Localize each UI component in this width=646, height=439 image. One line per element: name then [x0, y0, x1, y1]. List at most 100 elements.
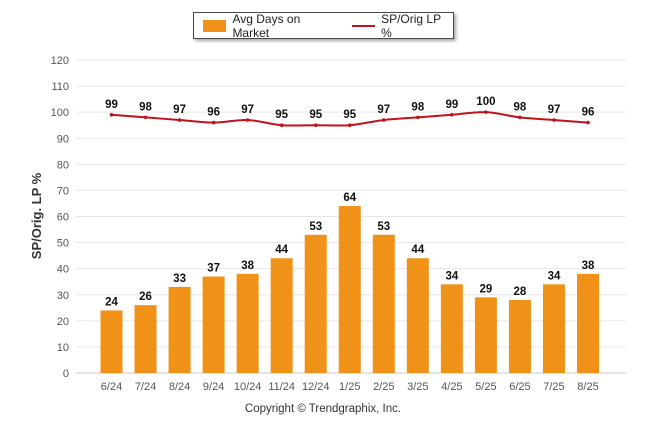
- bar: [474, 297, 497, 373]
- line-series: [109, 110, 590, 128]
- y-tick-label: 60: [57, 212, 69, 224]
- bar-value-label: 44: [411, 244, 424, 256]
- legend-item-bar[interactable]: Avg Days on Market: [194, 12, 338, 40]
- x-tick-label: 1/25: [339, 381, 360, 393]
- x-tick-label: 8/24: [169, 381, 190, 393]
- line-value-label: 98: [514, 101, 527, 113]
- legend-item-line[interactable]: SP/Orig LP %: [338, 12, 453, 40]
- x-tick-label: 8/25: [577, 381, 598, 393]
- line-point: [450, 112, 454, 117]
- bar: [508, 299, 531, 373]
- bar-value-label: 34: [445, 270, 458, 282]
- line-value-label: 98: [139, 101, 152, 113]
- line-point: [484, 110, 488, 114]
- line-value-labels: 99 98 97 96 97 95 95 95 97 98 99 100 98 97 96: [105, 96, 594, 121]
- x-tick-label: 7/24: [135, 381, 156, 393]
- bar-value-label: 28: [514, 286, 527, 298]
- y-tick-label: 50: [57, 238, 69, 250]
- y-tick-label: 110: [51, 81, 69, 93]
- bar-value-label: 44: [275, 244, 288, 256]
- y-tick-label: 0: [63, 368, 69, 380]
- legend-label-line: SP/Orig LP %: [381, 11, 441, 40]
- line-point: [211, 120, 216, 125]
- line-value-label: 96: [207, 107, 220, 119]
- x-tick-label: 10/24: [234, 381, 262, 393]
- y-tick-label: 80: [57, 159, 69, 171]
- line-point: [245, 118, 250, 122]
- bar-value-label: 29: [479, 283, 492, 295]
- x-tick-label: 5/25: [475, 381, 496, 393]
- bar-value-label: 64: [343, 192, 356, 204]
- y-tick-label: 120: [51, 55, 69, 67]
- line-value-label: 95: [275, 109, 288, 121]
- x-tick-labels: 6/24 7/24 8/24 9/24 10/24 11/24 12/24 1/25 2/25 3…: [101, 381, 599, 393]
- line-value-label: 97: [377, 104, 390, 116]
- y-tick-label: 40: [57, 264, 69, 276]
- y-tick-label: 90: [57, 133, 69, 145]
- line-point: [279, 123, 284, 128]
- line-point: [381, 118, 386, 122]
- line-point: [109, 112, 114, 117]
- bar: [202, 276, 225, 373]
- line-value-label: 99: [105, 99, 118, 111]
- bar: [270, 258, 293, 373]
- bar-value-label: 24: [105, 296, 118, 308]
- line-value-label: 97: [173, 104, 186, 116]
- line-point: [552, 118, 556, 122]
- bar: [134, 305, 157, 373]
- bar-value-label: 53: [377, 221, 390, 233]
- x-tick-label: 9/24: [203, 381, 224, 393]
- x-tick-label: 3/25: [407, 381, 428, 393]
- bar: [100, 310, 123, 373]
- copyright-text: Copyright © Trendgraphix, Inc.: [244, 403, 402, 415]
- x-tick-label: 2/25: [373, 381, 394, 393]
- bar: [372, 234, 395, 373]
- line-value-label: 95: [309, 109, 322, 121]
- bar-value-label: 37: [207, 262, 220, 274]
- bar-value-label: 38: [241, 260, 254, 272]
- bar-value-label: 38: [582, 260, 595, 272]
- x-tick-label: 4/25: [441, 381, 462, 393]
- bar-value-labels: 24 26 33 37 38 44 53 64 53 44 34 29 28 34 38: [105, 192, 595, 308]
- bar: [236, 273, 259, 373]
- line-value-label: 98: [411, 101, 424, 113]
- line-point: [313, 123, 318, 128]
- bar-value-label: 26: [139, 291, 152, 303]
- x-tick-label: 12/24: [302, 381, 330, 393]
- bar-value-label: 33: [173, 273, 186, 285]
- x-tick-label: 6/24: [101, 381, 122, 393]
- line-value-label: 95: [343, 109, 356, 121]
- line-value-label: 99: [445, 99, 458, 111]
- line-value-label: 100: [476, 96, 495, 108]
- bar-value-label: 53: [309, 221, 322, 233]
- legend-swatch-line: [351, 24, 376, 27]
- y-tick-label: 10: [57, 342, 69, 354]
- bar: [338, 206, 361, 373]
- bars: [100, 206, 599, 373]
- y-tick-label: 70: [57, 185, 69, 197]
- x-tick-label: 6/25: [509, 381, 530, 393]
- legend: Avg Days on Market SP/Orig LP %: [193, 12, 454, 40]
- line-point: [416, 115, 420, 120]
- y-tick-label: 100: [51, 107, 69, 119]
- x-tick-label: 11/24: [268, 381, 295, 393]
- bar: [304, 234, 327, 373]
- y-axis-label: SP/Orig. LP %: [29, 172, 44, 259]
- y-tick-label: 30: [57, 290, 69, 302]
- y-tick-labels: 0 10 20 30 40 50 60 70 80 90 100 110 120: [51, 55, 69, 380]
- bar: [577, 273, 599, 373]
- bar: [168, 286, 191, 373]
- line-point: [347, 123, 352, 128]
- x-tick-label: 7/25: [543, 381, 564, 393]
- line-value-label: 96: [582, 107, 595, 119]
- bar: [542, 284, 565, 373]
- y-tick-label: 20: [57, 316, 69, 328]
- legend-swatch-bar: [203, 19, 227, 32]
- line-value-label: 97: [548, 104, 561, 116]
- line-value-label: 97: [241, 104, 254, 116]
- bar-value-label: 34: [548, 270, 561, 282]
- line-point: [586, 120, 590, 125]
- legend-label-bar: Avg Days on Market: [232, 11, 301, 40]
- line-point: [177, 118, 182, 122]
